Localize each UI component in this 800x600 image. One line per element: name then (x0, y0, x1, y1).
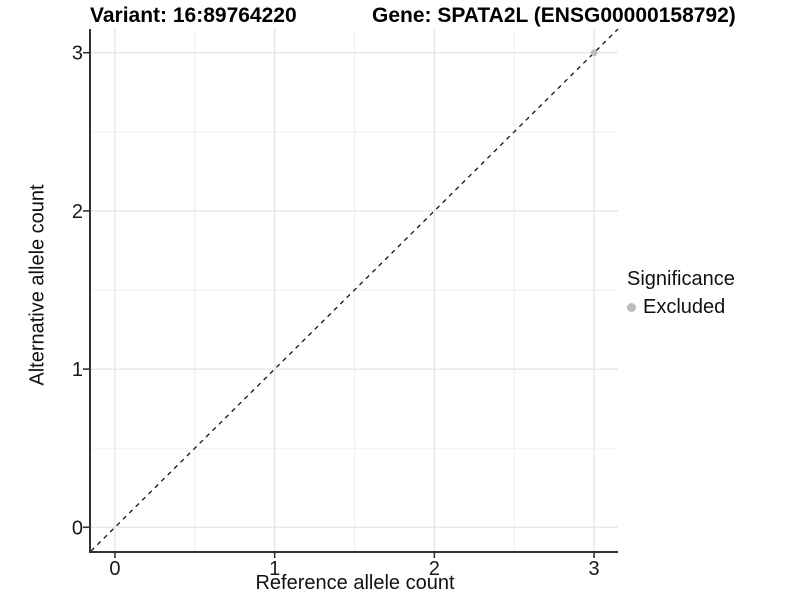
y-axis-title: Alternative allele count (26, 184, 49, 386)
data-point (590, 49, 598, 57)
y-tick-label: 1 (72, 359, 83, 381)
y-tick-label: 0 (72, 517, 83, 539)
identity-line (90, 28, 619, 552)
legend-title: Significance (627, 268, 735, 290)
variant-title: Variant: 16:89764220 (90, 4, 297, 27)
y-tick-label: 2 (72, 201, 83, 223)
x-tick-label: 2 (429, 558, 440, 580)
x-axis-title: Reference allele count (255, 572, 455, 594)
y-tick-label: 3 (72, 43, 83, 65)
legend-item-label: Excluded (643, 296, 726, 318)
x-tick-label: 1 (269, 558, 280, 580)
x-tick-label: 3 (588, 558, 599, 580)
x-tick-label: 0 (109, 558, 120, 580)
legend: Significance Excluded (627, 266, 735, 319)
gene-title: Gene: SPATA2L (ENSG00000158792) (372, 4, 736, 27)
legend-dot-icon (627, 302, 636, 312)
legend-item: Excluded (627, 295, 735, 319)
